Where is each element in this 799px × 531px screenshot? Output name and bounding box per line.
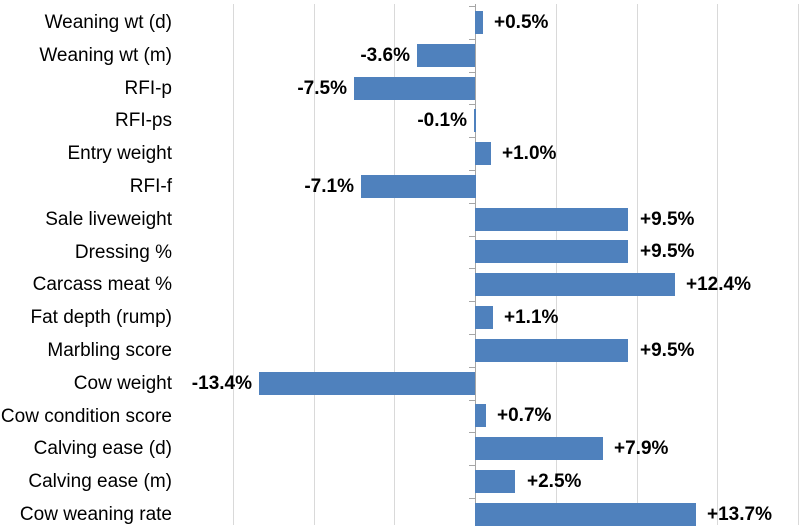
bar (361, 175, 476, 198)
axis-tick (469, 367, 475, 368)
category-label: Sale liveweight (45, 209, 172, 230)
bar (475, 11, 483, 34)
axis-tick (469, 432, 475, 433)
category-label: Cow condition score (0, 406, 172, 427)
axis-tick (469, 6, 475, 7)
gridline (233, 4, 234, 525)
category-label: Calving ease (m) (28, 471, 172, 492)
bar (475, 240, 628, 263)
bar (475, 273, 675, 296)
value-label: -7.5% (297, 78, 347, 99)
axis-tick (469, 301, 475, 302)
axis-tick (469, 236, 475, 237)
axis-tick (469, 334, 475, 335)
category-label: RFI-f (129, 176, 172, 197)
gridline (394, 4, 395, 525)
value-label: +9.5% (640, 340, 695, 361)
axis-tick (469, 170, 475, 171)
axis-tick (469, 72, 475, 73)
category-label: Weaning wt (d) (44, 12, 172, 33)
value-label: +13.7% (707, 504, 772, 525)
axis-tick (469, 498, 475, 499)
axis-tick (469, 104, 475, 105)
value-label: +7.9% (614, 438, 669, 459)
bar (474, 109, 476, 132)
category-label: Dressing % (74, 242, 172, 263)
bar (475, 437, 603, 460)
axis-tick (469, 268, 475, 269)
axis-tick (469, 465, 475, 466)
axis-line (475, 4, 476, 525)
gridline (556, 4, 557, 525)
value-label: -13.4% (191, 373, 252, 394)
value-label: -0.1% (417, 110, 467, 131)
value-label: +0.7% (497, 405, 552, 426)
axis-tick (469, 203, 475, 204)
category-label: RFI-p (124, 78, 173, 99)
value-label: -7.1% (304, 176, 354, 197)
axis-tick (469, 400, 475, 401)
bar (475, 404, 486, 427)
bar (475, 339, 628, 362)
category-label: Fat depth (rump) (30, 307, 173, 328)
category-label: Cow weaning rate (19, 504, 172, 525)
category-label: RFI-ps (115, 110, 172, 131)
value-label: +12.4% (686, 274, 751, 295)
category-label: Carcass meat % (32, 274, 172, 295)
category-label: Cow weight (73, 373, 172, 394)
category-label: Weaning wt (m) (39, 45, 172, 66)
axis-tick (469, 137, 475, 138)
gridline (637, 4, 638, 525)
category-label: Marbling score (47, 340, 172, 361)
value-label: +0.5% (494, 12, 549, 33)
value-label: +1.0% (502, 143, 557, 164)
category-label: Entry weight (67, 143, 172, 164)
value-label: +9.5% (640, 241, 695, 262)
gridline (314, 4, 315, 525)
bar (475, 503, 696, 526)
value-label: +9.5% (640, 209, 695, 230)
gridline (717, 4, 718, 525)
category-label: Calving ease (d) (33, 438, 172, 459)
bar (475, 306, 493, 329)
bar (475, 208, 628, 231)
bar (259, 372, 475, 395)
value-label: +2.5% (527, 471, 582, 492)
bar (475, 470, 515, 493)
value-label: -3.6% (360, 45, 410, 66)
axis-tick (469, 39, 475, 40)
bar (475, 142, 491, 165)
bar (417, 44, 475, 67)
value-label: +1.1% (504, 307, 559, 328)
bar (354, 77, 475, 100)
